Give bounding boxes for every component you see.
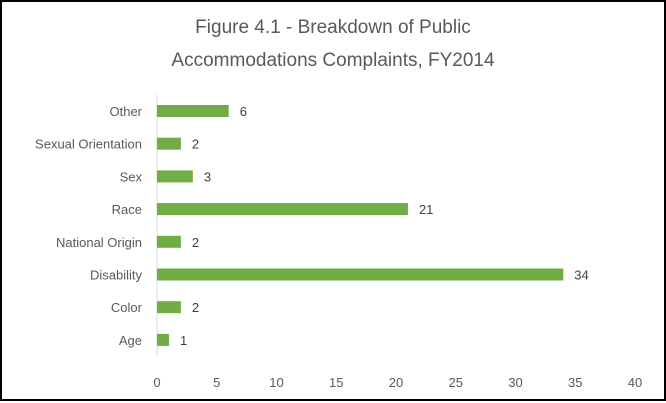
x-tick-label: 40 — [628, 375, 642, 390]
data-label: 21 — [419, 202, 433, 217]
category-label: Sexual Orientation — [35, 137, 142, 152]
category-label: Sex — [120, 169, 143, 184]
x-tick-label: 15 — [329, 375, 343, 390]
data-label: 34 — [574, 268, 588, 283]
chart-title-line-1: Figure 4.1 - Breakdown of Public — [195, 17, 471, 38]
bar — [157, 268, 564, 281]
category-label: Other — [109, 104, 142, 119]
bar — [157, 235, 181, 248]
chart-title-line-2: Accommodations Complaints, FY2014 — [171, 50, 495, 71]
category-label: Age — [119, 333, 142, 348]
x-tick-label: 10 — [269, 375, 283, 390]
data-label: 6 — [240, 104, 247, 119]
x-tick-label: 25 — [449, 375, 463, 390]
category-label: Race — [112, 202, 142, 217]
data-label: 2 — [192, 235, 199, 250]
x-tick-label: 5 — [213, 375, 220, 390]
category-label: Color — [111, 300, 143, 315]
bar — [157, 333, 169, 346]
bar — [157, 203, 408, 216]
bar — [157, 105, 229, 117]
category-label: National Origin — [56, 235, 142, 250]
x-tick-label: 35 — [568, 375, 582, 390]
data-label: 3 — [204, 169, 211, 184]
category-label: Disability — [90, 268, 143, 283]
bar — [157, 301, 181, 314]
x-tick-label: 30 — [508, 375, 522, 390]
x-tick-label: 0 — [153, 375, 160, 390]
data-label: 2 — [192, 300, 199, 315]
x-tick-label: 20 — [389, 375, 403, 390]
bar — [157, 137, 181, 150]
data-label: 2 — [192, 137, 199, 152]
data-label: 1 — [180, 333, 187, 348]
bar — [157, 170, 193, 183]
